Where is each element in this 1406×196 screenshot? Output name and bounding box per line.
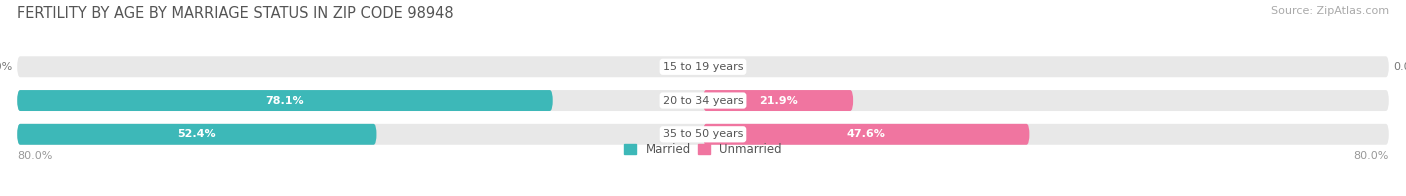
Text: 20 to 34 years: 20 to 34 years bbox=[662, 95, 744, 105]
Text: 80.0%: 80.0% bbox=[1354, 151, 1389, 161]
FancyBboxPatch shape bbox=[17, 90, 1389, 111]
Text: Source: ZipAtlas.com: Source: ZipAtlas.com bbox=[1271, 6, 1389, 16]
Text: 0.0%: 0.0% bbox=[0, 62, 13, 72]
Text: 35 to 50 years: 35 to 50 years bbox=[662, 129, 744, 139]
FancyBboxPatch shape bbox=[17, 124, 1389, 145]
FancyBboxPatch shape bbox=[703, 124, 1029, 145]
Legend: Married, Unmarried: Married, Unmarried bbox=[624, 143, 782, 156]
FancyBboxPatch shape bbox=[17, 90, 553, 111]
Text: 15 to 19 years: 15 to 19 years bbox=[662, 62, 744, 72]
Text: FERTILITY BY AGE BY MARRIAGE STATUS IN ZIP CODE 98948: FERTILITY BY AGE BY MARRIAGE STATUS IN Z… bbox=[17, 6, 454, 21]
Text: 78.1%: 78.1% bbox=[266, 95, 304, 105]
Text: 0.0%: 0.0% bbox=[1393, 62, 1406, 72]
Text: 47.6%: 47.6% bbox=[846, 129, 886, 139]
Text: 52.4%: 52.4% bbox=[177, 129, 217, 139]
Text: 21.9%: 21.9% bbox=[759, 95, 797, 105]
FancyBboxPatch shape bbox=[703, 90, 853, 111]
Text: 80.0%: 80.0% bbox=[17, 151, 52, 161]
FancyBboxPatch shape bbox=[17, 124, 377, 145]
FancyBboxPatch shape bbox=[17, 56, 1389, 77]
